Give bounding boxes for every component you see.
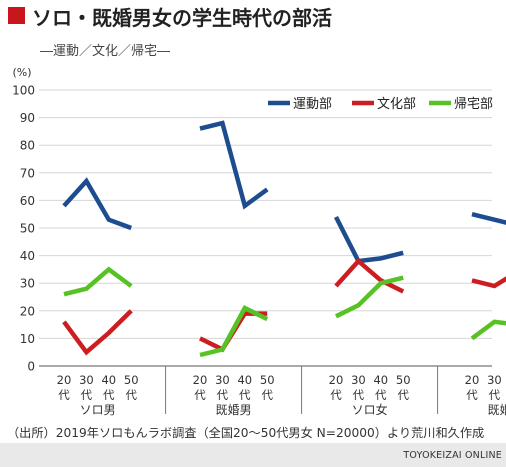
chart-subtitle: ―運動／文化／帰宅― <box>40 44 171 59</box>
x-tick-label: 20 代 <box>465 373 480 402</box>
series-line <box>471 276 506 289</box>
y-unit-label: (%) <box>12 66 31 79</box>
y-tick-label: 10 <box>20 332 35 346</box>
y-tick-label: 40 <box>20 249 35 263</box>
title-marker <box>8 7 25 24</box>
chart-title: ソロ・既婚男女の学生時代の部活 <box>32 6 332 30</box>
series-line <box>471 212 506 225</box>
x-tick-label: 50 代 <box>396 373 411 402</box>
y-tick-label: 50 <box>20 222 35 236</box>
y-tick-label: 0 <box>27 360 35 374</box>
series-line <box>470 319 506 341</box>
series-line <box>62 309 133 356</box>
x-tick-label: 20 代 <box>193 373 208 402</box>
group-label: 既婚男 <box>216 403 252 417</box>
brand-label: TOYOKEIZAI ONLINE <box>403 450 502 461</box>
x-tick-label: 30 代 <box>487 373 502 402</box>
x-tick-label: 40 代 <box>373 373 388 402</box>
y-tick-label: 90 <box>20 111 35 125</box>
series-line <box>335 275 404 319</box>
series-line <box>199 120 269 210</box>
group-label: ソロ男 <box>80 403 116 417</box>
footer-bar: TOYOKEIZAI ONLINE <box>0 443 506 467</box>
x-tick-label: 30 代 <box>79 373 94 402</box>
y-tick-label: 30 <box>20 277 35 291</box>
y-tick-label: 60 <box>20 194 35 208</box>
x-tick-label: 20 代 <box>57 373 72 402</box>
y-tick-label: 20 <box>20 304 35 318</box>
series-line <box>333 215 404 264</box>
x-tick-label: 30 代 <box>215 373 230 402</box>
series-line <box>334 257 405 294</box>
x-tick-label: 40 代 <box>237 373 252 402</box>
group-label: 既婚女 <box>488 402 506 417</box>
legend-label: 文化部 <box>377 97 416 112</box>
y-tick-label: 100 <box>12 84 35 98</box>
series-line <box>199 305 269 358</box>
legend-label: 運動部 <box>293 97 332 112</box>
x-tick-label: 30 代 <box>351 373 366 402</box>
y-tick-label: 70 <box>20 166 35 180</box>
group-label: ソロ女 <box>352 402 388 417</box>
x-tick-label: 20 代 <box>329 373 344 402</box>
x-tick-label: 50 代 <box>260 373 275 402</box>
series-line <box>62 177 132 231</box>
legend-label: 帰宅部 <box>454 96 493 112</box>
x-tick-label: 50 代 <box>124 373 139 402</box>
series-line <box>63 266 133 297</box>
source-note: （出所）2019年ソロもんラボ調査（全国20〜50代男女 N=20000）より荒… <box>7 426 485 440</box>
x-tick-label: 40 代 <box>101 373 116 402</box>
y-tick-label: 80 <box>20 139 35 153</box>
